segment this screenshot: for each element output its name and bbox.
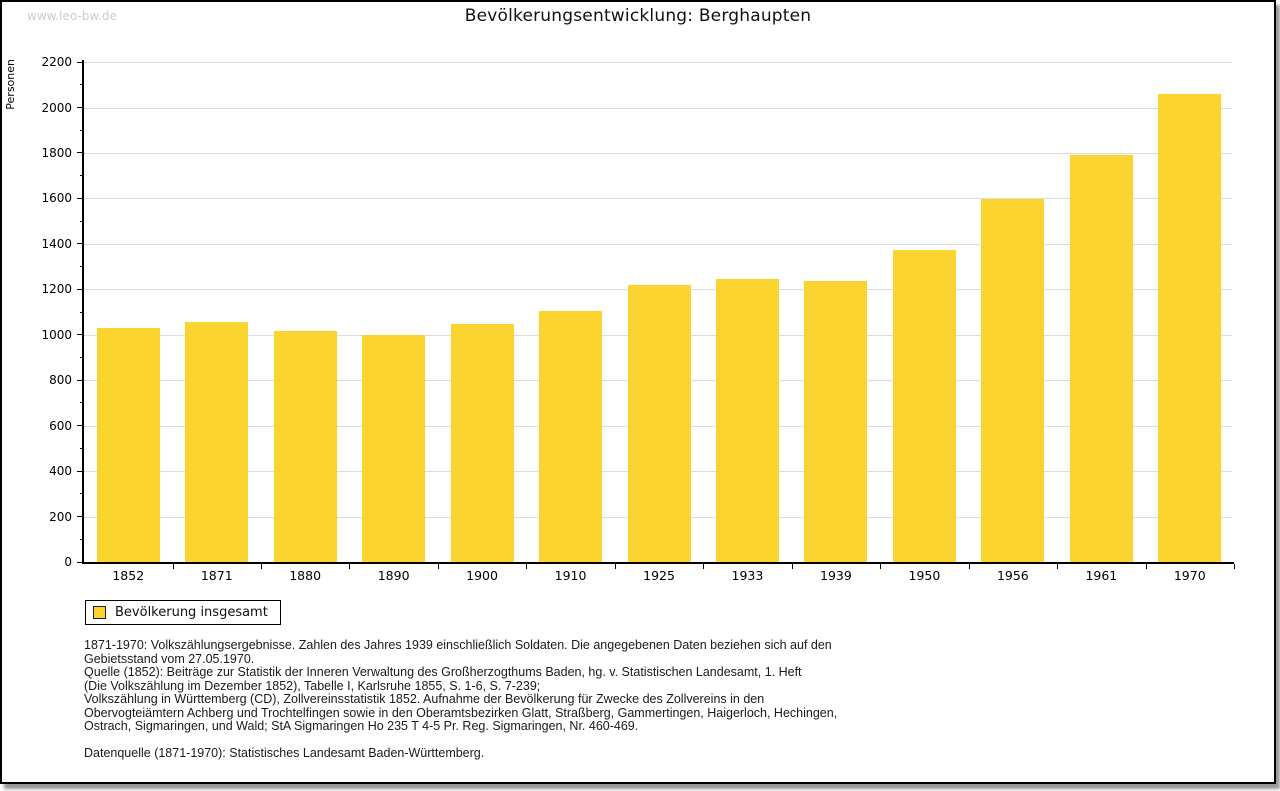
y-tick bbox=[77, 561, 84, 563]
gridline bbox=[84, 243, 1232, 245]
y-tick bbox=[77, 516, 84, 517]
plot-area: 0 200 400 600 800 1000 1200 1400 1600 1800 2000 220… bbox=[2, 2, 1274, 782]
gridline bbox=[84, 198, 1232, 200]
bar bbox=[981, 198, 1045, 562]
x-tick-label: 1961 bbox=[1085, 568, 1118, 583]
bar bbox=[539, 310, 602, 562]
x-tick-label: 1900 bbox=[466, 568, 498, 583]
x-tick bbox=[1145, 564, 1147, 569]
x-axis-line bbox=[82, 562, 1234, 564]
bar bbox=[627, 285, 691, 562]
bar bbox=[1069, 155, 1133, 562]
x-tick bbox=[260, 564, 262, 569]
legend-label: Bevölkerung insgesamt bbox=[115, 605, 268, 620]
y-tick-label: 200 bbox=[49, 509, 72, 524]
x-tick-label: 1910 bbox=[554, 568, 587, 583]
y-tick bbox=[77, 334, 84, 336]
y-tick-label: 1600 bbox=[41, 191, 72, 206]
legend: Bevölkerung insgesamt bbox=[85, 600, 281, 625]
y-tick-label: 1400 bbox=[41, 236, 72, 251]
y-tick bbox=[77, 152, 84, 154]
y-axis-line bbox=[82, 60, 84, 564]
y-tick bbox=[77, 425, 84, 427]
bar bbox=[450, 323, 514, 562]
y-tick bbox=[77, 243, 84, 245]
y-tick-label: 1800 bbox=[41, 145, 72, 160]
footnote-line: (Die Volkszählung im Dezember 1852), Tab… bbox=[84, 678, 541, 693]
x-tick-label: 1939 bbox=[820, 568, 852, 583]
y-tick-label: 1000 bbox=[41, 327, 72, 342]
gridline bbox=[84, 152, 1232, 154]
x-tick bbox=[614, 564, 616, 569]
footnote-line: 1871-1970: Volkszählungsergebnisse. Zahl… bbox=[84, 638, 832, 652]
bar bbox=[804, 281, 868, 562]
y-tick-label: 1200 bbox=[41, 282, 72, 297]
y-tick bbox=[77, 61, 84, 63]
x-tick-label: 1933 bbox=[731, 568, 764, 583]
x-tick bbox=[1057, 564, 1059, 569]
legend-swatch-icon bbox=[93, 606, 106, 619]
bar bbox=[185, 322, 249, 562]
y-tick bbox=[77, 197, 84, 199]
watermark: www.leo-bw.de bbox=[27, 9, 117, 23]
y-tick-label: 0 bbox=[64, 555, 72, 569]
x-tick-label: 1871 bbox=[200, 568, 233, 583]
y-tick-label: 800 bbox=[49, 373, 72, 388]
footnote-line: Gebietsstand vom 27.05.1970. bbox=[84, 651, 255, 666]
footnote-line: Ostrach, Sigmaringen, und Wald; StA Sigm… bbox=[84, 719, 639, 733]
bar bbox=[716, 278, 779, 562]
y-tick-label: 2000 bbox=[41, 100, 72, 115]
x-tick-label: 1880 bbox=[289, 568, 322, 583]
footnote-line: Quelle (1852): Beiträge zur Statistik de… bbox=[84, 665, 802, 679]
x-tick bbox=[437, 564, 439, 569]
x-tick bbox=[968, 564, 970, 569]
y-tick bbox=[77, 288, 84, 290]
x-tick bbox=[349, 564, 351, 569]
x-tick bbox=[791, 564, 793, 569]
x-tick-label: 1925 bbox=[643, 568, 675, 583]
bar bbox=[273, 331, 337, 562]
x-tick-label: 1950 bbox=[908, 568, 941, 583]
bar bbox=[96, 328, 160, 562]
x-tick bbox=[703, 564, 705, 569]
y-tick bbox=[77, 470, 84, 472]
gridline bbox=[84, 107, 1232, 109]
x-tick bbox=[526, 564, 528, 569]
footnote-line: Volkszählung in Württemberg (CD), Zollve… bbox=[84, 692, 765, 706]
x-tick-label: 1970 bbox=[1173, 568, 1206, 583]
bar bbox=[892, 249, 956, 562]
y-tick-label: 600 bbox=[49, 418, 72, 433]
x-tick-label: 1852 bbox=[112, 568, 145, 583]
x-tick bbox=[880, 564, 882, 569]
bar bbox=[362, 335, 426, 562]
datasource-note: Datenquelle (1871-1970): Statistisches L… bbox=[84, 746, 485, 760]
x-tick-label: 1890 bbox=[377, 568, 410, 583]
x-tick bbox=[172, 564, 174, 569]
gridline bbox=[84, 62, 1232, 63]
y-tick bbox=[77, 379, 84, 381]
bar bbox=[1158, 93, 1222, 562]
footnotes: 1871-1970: Volkszählungsergebnisse. Zahl… bbox=[84, 638, 1234, 761]
y-tick bbox=[77, 107, 84, 108]
y-tick-label: 2200 bbox=[41, 55, 72, 69]
chart-title: Bevölkerungsentwicklung: Berghaupten bbox=[464, 6, 812, 26]
footnote-line: Obervogteiämtern Achberg und Trochtelfin… bbox=[84, 705, 838, 720]
x-tick bbox=[1234, 564, 1235, 569]
x-tick-label: 1956 bbox=[996, 568, 1029, 583]
y-tick-label: 400 bbox=[49, 464, 72, 479]
